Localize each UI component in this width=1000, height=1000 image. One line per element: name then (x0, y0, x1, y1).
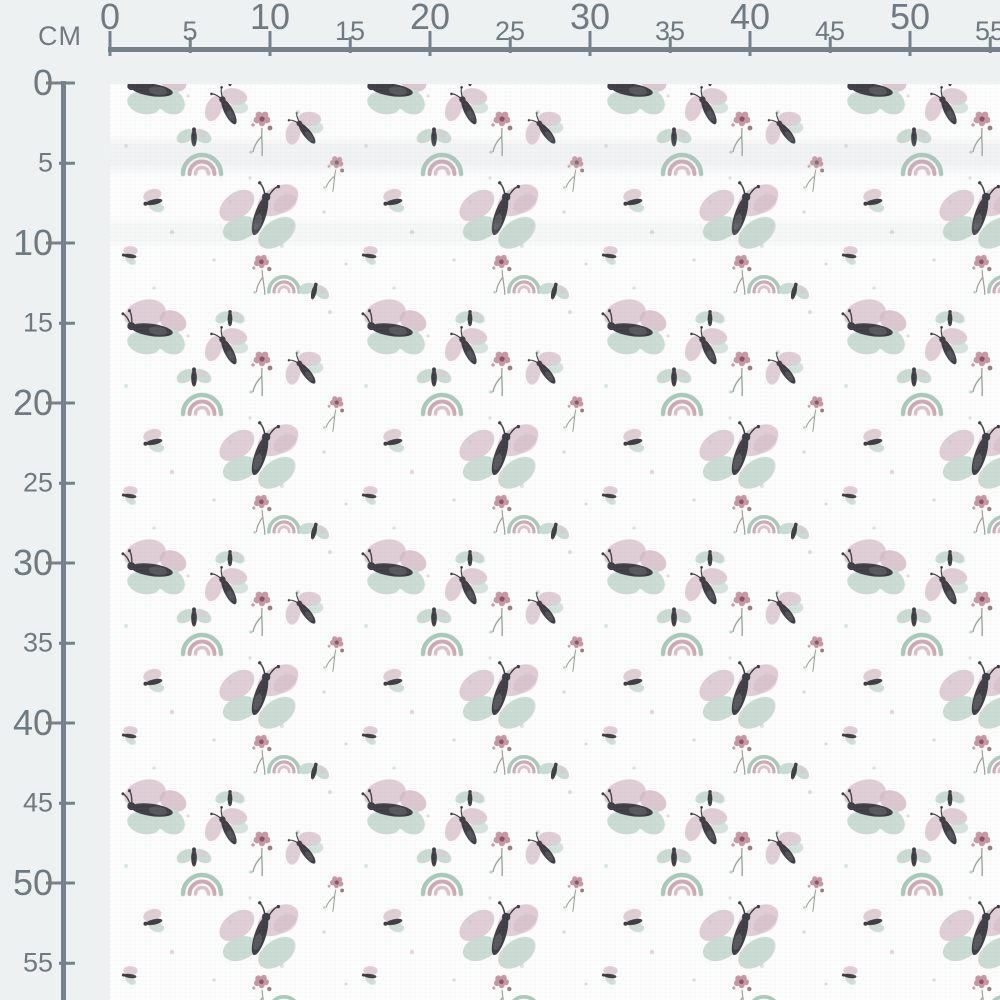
ruler-tick (59, 641, 75, 645)
ruler-tick-label: 25 (22, 467, 53, 498)
ruler-tick-label: 20 (409, 0, 451, 37)
ruler-tick (988, 37, 992, 53)
ruler-tick (908, 31, 912, 56)
ruler-tick (59, 161, 75, 165)
ruler-tick (59, 321, 75, 325)
ruler-tick (46, 881, 75, 885)
ruler-tick (59, 801, 75, 805)
ruler-tick-label: 5 (37, 147, 53, 178)
ruler-tick-label: 50 (889, 0, 931, 37)
ruler-tick (268, 31, 272, 56)
ruler-tick-label: 40 (12, 702, 53, 743)
ruler-tick (46, 241, 75, 245)
ruler-tick (508, 37, 512, 53)
ruler-tick-label: 50 (12, 862, 53, 903)
ruler-tick-label: 30 (569, 0, 611, 37)
ruler-tick-label: 30 (12, 542, 53, 583)
ruler-unit-label: CM (38, 21, 82, 51)
ruler-tick (748, 31, 752, 56)
ruler-tick (428, 31, 432, 56)
ruler-tick-label: 25 (494, 16, 526, 46)
ruler-tick-label: 0 (99, 0, 121, 37)
ruler-tick-label: 40 (729, 0, 771, 37)
ruler-tick-label: 5 (182, 16, 198, 46)
ruler-tick-label: 45 (22, 787, 53, 818)
ruler-tick-label: 10 (249, 0, 291, 37)
ruler-tick-label: 15 (22, 307, 53, 338)
ruler-tick-label: 55 (974, 16, 1000, 46)
ruler-tick (59, 481, 75, 485)
ruler-tick-label: 15 (334, 16, 366, 46)
ruler-tick (588, 31, 592, 56)
ruler-tick (59, 961, 75, 965)
top-ruler-bar (108, 47, 1000, 52)
ruler-tick (348, 37, 352, 53)
ruler-tick-label: 10 (12, 222, 53, 263)
ruler-tick (46, 561, 75, 565)
ruler-tick (668, 37, 672, 53)
ruler-tick-label: 0 (32, 62, 53, 103)
ruler-tick (188, 37, 192, 53)
ruler-tick (828, 37, 832, 53)
ruler-tick (46, 401, 75, 405)
ruler-tick-label: 35 (654, 16, 686, 46)
ruler-tick (108, 31, 112, 56)
ruler-tick-label: 35 (22, 627, 53, 658)
ruler-tick-label: 45 (814, 16, 846, 46)
ruler-tick (46, 81, 75, 85)
left-ruler-bar (61, 81, 66, 1000)
butterfly-pattern (110, 84, 1000, 1000)
fabric-swatch (110, 84, 1000, 1000)
ruler-tick-label: 55 (22, 947, 53, 978)
ruler-tick (46, 721, 75, 725)
ruler-tick-label: 20 (12, 382, 53, 423)
left-ruler: 0 5 10 15 20 25 30 35 40 45 50 55 (0, 0, 110, 1000)
top-ruler: 0 5 10 15 20 25 30 35 40 45 50 55 (0, 0, 1000, 62)
